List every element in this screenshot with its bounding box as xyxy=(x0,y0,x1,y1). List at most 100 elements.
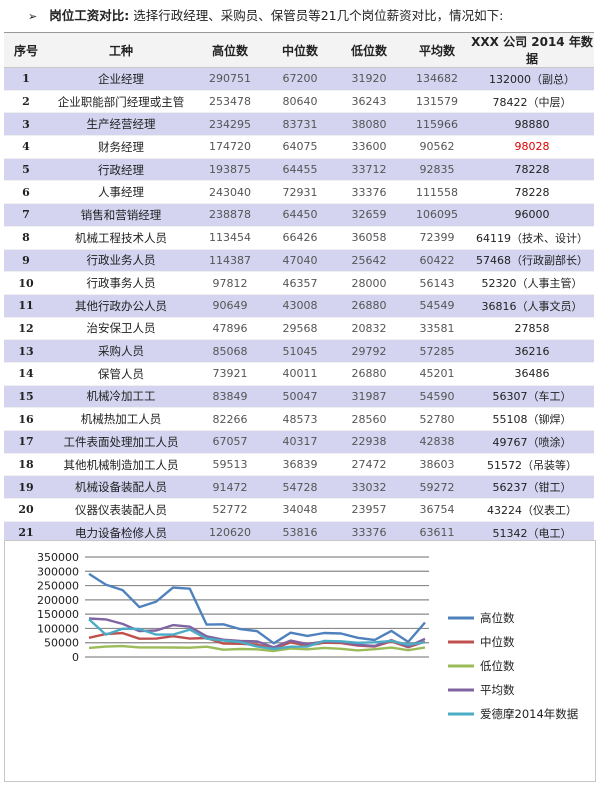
row-median: 80640 xyxy=(266,90,334,114)
table-row: 9 行政业务人员 114387 47040 25642 60422 57468（行政副部长） xyxy=(4,249,594,273)
row-index: 8 xyxy=(4,226,48,250)
row-position: 机械热加工人员 xyxy=(48,407,194,431)
row-position: 工件表面处理加工人员 xyxy=(48,430,194,454)
series-line xyxy=(88,572,426,645)
row-company-data: 55108（铆焊） xyxy=(470,407,594,431)
row-index: 12 xyxy=(4,317,48,341)
row-company-data: 132000（副总） xyxy=(470,67,594,91)
legend-label: 平均数 xyxy=(480,683,515,697)
row-company-data: 56307（车工） xyxy=(470,385,594,409)
row-company-data: 78422（中层） xyxy=(470,90,594,114)
row-median: 43008 xyxy=(266,294,334,318)
table-row: 15 机械冷加工工 83849 50047 31987 54590 56307（车工） xyxy=(4,385,594,409)
row-average: 42838 xyxy=(404,430,470,454)
row-company-data: 36486 xyxy=(470,362,594,386)
table-row: 18 其他机械制造加工人员 59513 36839 27472 38603 51572（吊装… xyxy=(4,453,594,477)
row-index: 4 xyxy=(4,135,48,159)
row-median: 46357 xyxy=(266,271,334,295)
row-position: 机械工程技术人员 xyxy=(48,226,194,250)
row-low: 33032 xyxy=(334,475,404,500)
row-high: 193875 xyxy=(194,158,266,182)
row-company-data: 98028 xyxy=(470,135,594,159)
header-median: 中位数 xyxy=(266,32,334,68)
row-position: 机械冷加工工 xyxy=(48,385,194,409)
row-low: 26880 xyxy=(334,294,404,318)
row-average: 59272 xyxy=(404,475,470,500)
row-index: 17 xyxy=(4,430,48,454)
row-average: 111558 xyxy=(404,180,470,205)
row-company-data: 43224（仪表工） xyxy=(470,498,594,522)
header-company-data: XXX 公司 2014 年数据 xyxy=(470,32,594,68)
row-low: 22938 xyxy=(334,430,404,454)
row-low: 28560 xyxy=(334,407,404,431)
row-median: 53816 xyxy=(266,521,334,545)
table-row: 17 工件表面处理加工人员 67057 40317 22938 42838 49767（喷涂… xyxy=(4,430,594,454)
row-position: 销售和营销经理 xyxy=(48,203,194,227)
row-index: 6 xyxy=(4,180,48,205)
row-position: 行政业务人员 xyxy=(48,249,194,273)
table-row: 12 治安保卫人员 47896 29568 20832 33581 27858 xyxy=(4,317,594,341)
row-index: 1 xyxy=(4,67,48,91)
row-position: 企业经理 xyxy=(48,67,194,91)
row-high: 253478 xyxy=(194,90,266,114)
legend-label: 高位数 xyxy=(480,611,515,625)
table-row: 10 行政事务人员 97812 46357 28000 56143 52320（人事主管） xyxy=(4,271,594,295)
row-high: 238878 xyxy=(194,203,266,227)
table-row: 14 保管人员 73921 40011 26880 45201 36486 xyxy=(4,362,594,386)
row-index: 16 xyxy=(4,407,48,431)
row-high: 85068 xyxy=(194,339,266,363)
row-average: 52780 xyxy=(404,407,470,431)
y-tick-label: 300000 xyxy=(37,565,79,578)
row-median: 54728 xyxy=(266,475,334,500)
row-median: 36839 xyxy=(266,453,334,477)
row-index: 3 xyxy=(4,112,48,137)
row-average: 33581 xyxy=(404,317,470,341)
row-median: 40011 xyxy=(266,362,334,386)
row-median: 34048 xyxy=(266,498,334,522)
row-company-data: 78228 xyxy=(470,158,594,182)
row-low: 31920 xyxy=(334,67,404,91)
row-average: 92835 xyxy=(404,158,470,182)
header-average: 平均数 xyxy=(404,32,470,68)
row-average: 54549 xyxy=(404,294,470,318)
row-index: 9 xyxy=(4,249,48,273)
y-tick-label: 100000 xyxy=(37,622,79,635)
table-row: 2 企业职能部门经理或主管 253478 80640 36243 131579 78422（… xyxy=(4,90,594,114)
row-low: 28000 xyxy=(334,271,404,295)
row-median: 67200 xyxy=(266,67,334,91)
header-index: 序号 xyxy=(4,32,48,68)
row-low: 25642 xyxy=(334,249,404,273)
row-position: 治安保卫人员 xyxy=(48,317,194,341)
table-row: 1 企业经理 290751 67200 31920 134682 132000（副总） xyxy=(4,67,594,91)
row-median: 64455 xyxy=(266,158,334,182)
table-row: 3 生产经营经理 234295 83731 38080 115966 98880 xyxy=(4,112,594,137)
heading-label: 岗位工资对比: xyxy=(49,8,130,23)
row-low: 31987 xyxy=(334,385,404,409)
row-median: 48573 xyxy=(266,407,334,431)
row-median: 72931 xyxy=(266,180,334,205)
y-tick-label: 250000 xyxy=(37,580,79,593)
row-position: 其他机械制造加工人员 xyxy=(48,453,194,477)
row-high: 114387 xyxy=(194,249,266,273)
row-low: 36243 xyxy=(334,90,404,114)
row-index: 21 xyxy=(4,521,48,545)
row-index: 20 xyxy=(4,498,48,522)
row-average: 131579 xyxy=(404,90,470,114)
row-median: 83731 xyxy=(266,112,334,137)
row-position: 财务经理 xyxy=(48,135,194,159)
row-average: 54590 xyxy=(404,385,470,409)
row-median: 64075 xyxy=(266,135,334,159)
row-median: 50047 xyxy=(266,385,334,409)
row-low: 23957 xyxy=(334,498,404,522)
row-average: 115966 xyxy=(404,112,470,137)
table-row: 6 人事经理 243040 72931 33376 111558 78228 xyxy=(4,180,594,205)
row-high: 174720 xyxy=(194,135,266,159)
row-company-data: 49767（喷涂） xyxy=(470,430,594,454)
table-row: 7 销售和营销经理 238878 64450 32659 106095 96000 xyxy=(4,203,594,227)
row-company-data: 36816（人事文员） xyxy=(470,294,594,318)
section-heading: ➢ 岗位工资对比: 选择行政经理、采购员、保管员等21几个岗位薪资对比，情况如下: xyxy=(28,6,598,26)
row-index: 2 xyxy=(4,90,48,114)
row-high: 47896 xyxy=(194,317,266,341)
row-low: 32659 xyxy=(334,203,404,227)
